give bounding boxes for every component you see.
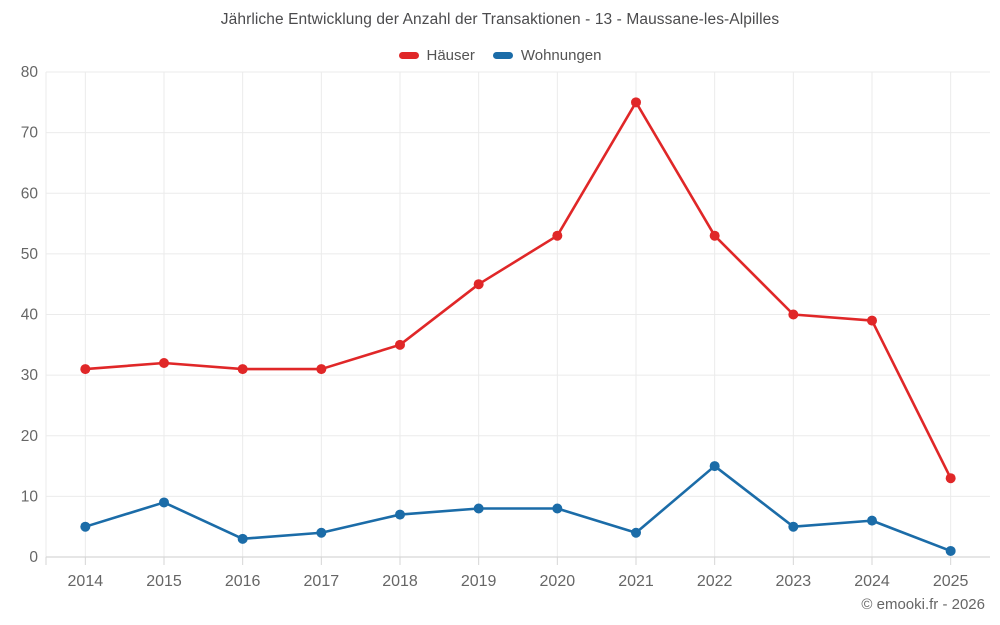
data-point-hauser-2015[interactable] (159, 358, 169, 368)
y-axis-tick-label: 50 (21, 246, 39, 263)
legend-label-haeuser: Häuser (426, 47, 475, 64)
legend-item-wohnungen[interactable]: Wohnungen (492, 47, 602, 64)
series-line-hauser (84, 101, 952, 480)
y-axis-tick-label: 80 (21, 64, 39, 81)
x-axis-tick-label: 2025 (933, 573, 969, 590)
data-point-wohnungen-2020[interactable] (552, 503, 563, 514)
x-axis-tick-label: 2021 (618, 573, 654, 590)
chart-title: Jährliche Entwicklung der Anzahl der Tra… (220, 11, 780, 28)
data-point-wohnungen-2022[interactable] (709, 461, 720, 472)
data-point-wohnungen-2024[interactable] (867, 515, 877, 526)
data-point-hauser-2025[interactable] (945, 473, 956, 484)
data-point-wohnungen-2014[interactable] (80, 521, 91, 532)
x-axis-tick-label: 2018 (382, 573, 418, 590)
x-axis-tick-label: 2014 (68, 573, 104, 590)
data-point-wohnungen-2018[interactable] (395, 509, 405, 520)
data-point-wohnungen-2019[interactable] (473, 503, 484, 514)
y-axis-tick-label: 70 (21, 125, 39, 142)
y-axis-tick-label: 60 (21, 185, 39, 202)
legend-marker-wohnungen-icon (492, 52, 513, 59)
x-axis-tick-label: 2016 (225, 573, 261, 590)
data-point-hauser-2017[interactable] (316, 364, 327, 375)
data-point-hauser-2020[interactable] (552, 230, 563, 241)
x-axis-tick-label: 2019 (461, 573, 497, 590)
data-point-wohnungen-2017[interactable] (316, 527, 327, 538)
data-point-hauser-2019[interactable] (473, 279, 484, 290)
y-axis-tick-label: 20 (21, 428, 39, 445)
y-axis-tick-label: 0 (29, 549, 38, 566)
data-point-wohnungen-2015[interactable] (159, 497, 169, 508)
legend-item-haeuser[interactable]: Häuser (398, 47, 475, 64)
data-point-hauser-2023[interactable] (788, 309, 799, 320)
series-line-wohnungen (84, 464, 952, 553)
data-point-hauser-2024[interactable] (867, 315, 877, 326)
x-axis-tick-label: 2022 (697, 573, 733, 590)
data-point-wohnungen-2023[interactable] (788, 521, 799, 532)
chart-legend: Häuser Wohnungen (0, 47, 1000, 64)
y-axis-tick-label: 30 (21, 367, 39, 384)
data-point-wohnungen-2025[interactable] (945, 545, 956, 556)
data-point-hauser-2018[interactable] (395, 339, 405, 350)
x-axis-tick-label: 2017 (304, 573, 340, 590)
legend-label-wohnungen: Wohnungen (520, 47, 602, 64)
x-axis-tick-label: 2015 (146, 573, 182, 590)
x-axis-tick-label: 2020 (540, 573, 576, 590)
data-point-hauser-2021[interactable] (631, 97, 641, 108)
copyright-credit: © emooki.fr - 2026 (861, 596, 985, 613)
data-point-hauser-2022[interactable] (709, 230, 720, 241)
data-point-hauser-2016[interactable] (237, 364, 248, 375)
data-point-wohnungen-2021[interactable] (631, 527, 641, 538)
data-point-wohnungen-2016[interactable] (237, 533, 248, 544)
y-axis-tick-label: 40 (21, 307, 39, 324)
data-point-hauser-2014[interactable] (80, 364, 91, 375)
x-axis-tick-label: 2024 (854, 573, 890, 590)
legend-marker-haeuser-icon (398, 52, 419, 59)
x-axis-tick-label: 2023 (776, 573, 812, 590)
y-axis-tick-label: 10 (21, 488, 39, 505)
